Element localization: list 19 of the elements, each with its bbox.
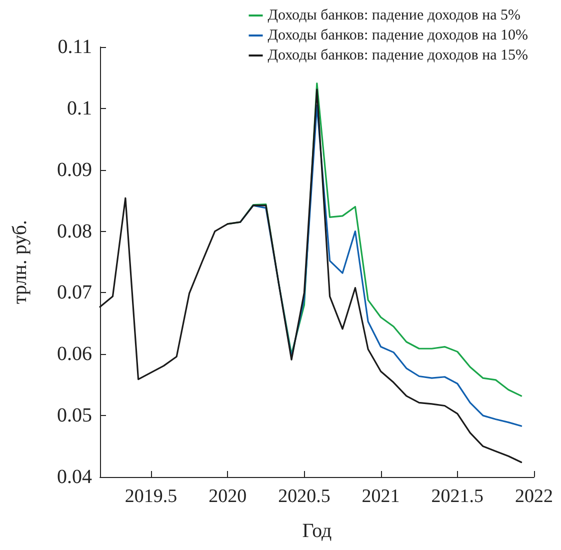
legend-label: Доходы банков: падение доходов на 15% (268, 48, 528, 64)
x-tick-label: 2022 (515, 486, 553, 507)
y-tick-label: 0.09 (57, 158, 92, 181)
x-tick-label: 2020 (208, 486, 247, 507)
y-tick-label: 0.1 (67, 97, 92, 120)
y-tick-label: 0.07 (57, 282, 92, 304)
x-tick-label: 2021.5 (431, 486, 484, 507)
legend-label: Доходы банков: падение доходов на 5% (268, 8, 521, 24)
y-tick-label: 0.06 (57, 343, 92, 366)
y-tick-label: 0.05 (57, 404, 92, 427)
y-tick-label: 0.08 (57, 220, 92, 242)
x-tick-label: 2019.5 (124, 486, 178, 507)
x-tick-label: 2021 (362, 486, 400, 507)
y-axis-title: трлн. руб. (9, 220, 31, 304)
y-tick-label: 0.11 (58, 36, 92, 58)
legend-label: Доходы банков: падение доходов на 10% (268, 28, 528, 44)
x-axis-title: Год (302, 520, 332, 542)
x-tick-label: 2020.5 (278, 486, 330, 507)
y-tick-label: 0.04 (57, 466, 92, 488)
